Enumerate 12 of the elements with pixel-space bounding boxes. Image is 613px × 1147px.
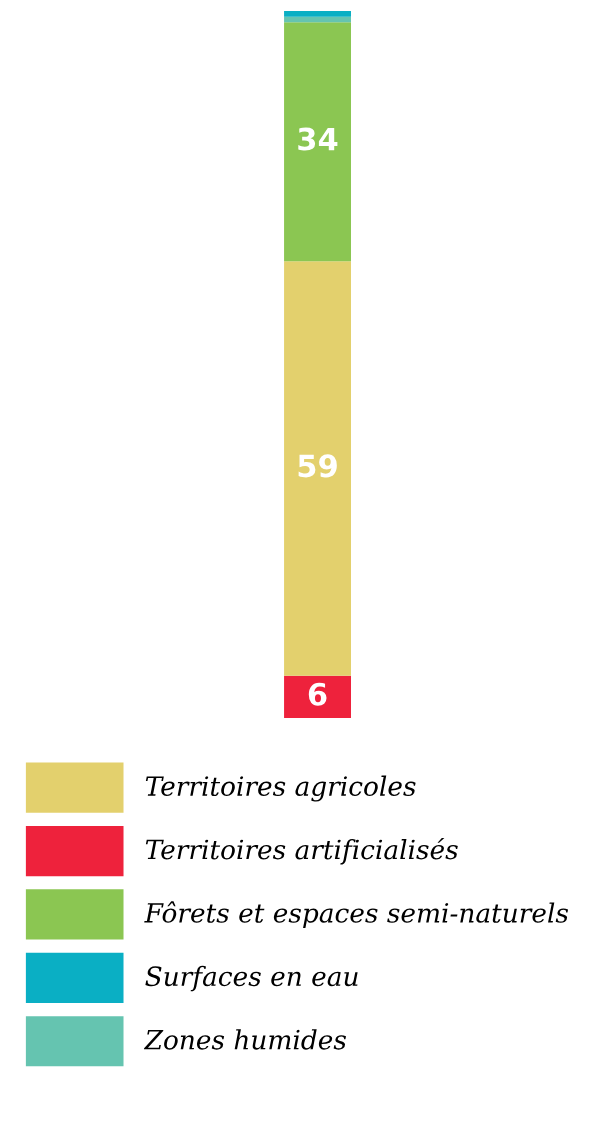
data-label: 6 bbox=[308, 682, 327, 706]
bar bbox=[284, 22, 351, 262]
data-label: 59 bbox=[298, 454, 337, 478]
bar bbox=[284, 261, 351, 676]
legend-label: Territoires agricoles bbox=[145, 775, 416, 802]
legend-label: Territoires artificialisés bbox=[145, 837, 458, 865]
bar bbox=[284, 675, 351, 719]
legend-label: Zones humides bbox=[143, 1029, 346, 1050]
legend-label: Surfaces en eau bbox=[145, 965, 358, 992]
legend-label: Fôrets et espaces semi-naturels bbox=[144, 901, 569, 928]
data-label: 34 bbox=[298, 127, 338, 151]
bar bbox=[284, 11, 351, 17]
